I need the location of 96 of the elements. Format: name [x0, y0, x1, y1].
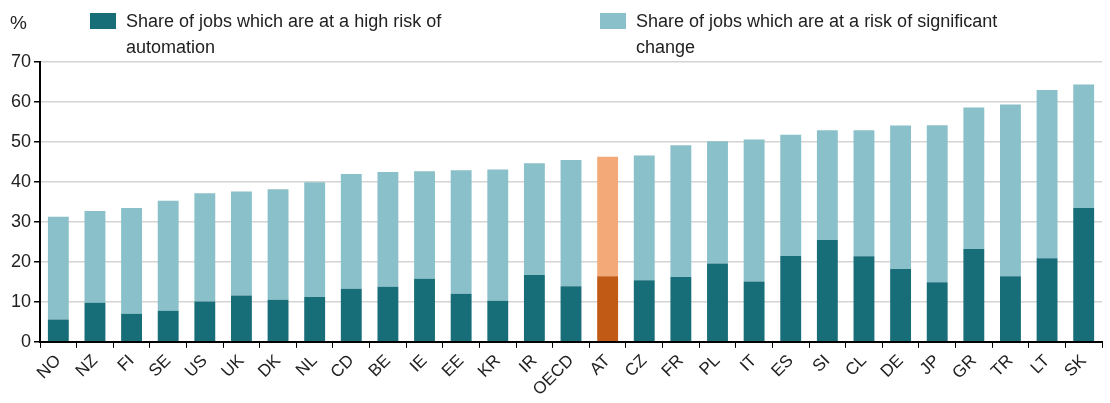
bar	[450, 293, 472, 342]
x-tick-label: SK	[1060, 350, 1091, 381]
bar	[414, 171, 435, 279]
bar	[194, 301, 216, 342]
bar	[633, 280, 655, 342]
bar	[780, 255, 802, 342]
bar	[743, 139, 765, 282]
bar	[707, 141, 728, 264]
bar	[487, 169, 509, 301]
x-tick-label: JP	[915, 350, 944, 379]
bar	[84, 211, 106, 303]
bar	[1000, 276, 1021, 342]
x-tick-label: ES	[767, 350, 797, 381]
bar	[1000, 104, 1021, 277]
y-tick-label: 50	[10, 130, 32, 151]
bar	[304, 182, 326, 298]
x-tick-label: IE	[405, 350, 431, 376]
y-axis-title: %	[10, 12, 27, 34]
x-tick-label: FI	[113, 350, 138, 375]
bar	[743, 281, 765, 342]
bar	[890, 269, 912, 342]
bar	[523, 275, 545, 342]
bar	[560, 159, 582, 287]
x-tick-label: KR	[473, 350, 504, 381]
bar	[597, 276, 619, 342]
x-tick-label: NZ	[71, 350, 102, 381]
x-tick-label: US	[180, 350, 211, 381]
y-tick-label: 70	[10, 50, 32, 71]
bar	[487, 300, 509, 342]
x-tick-label: IT	[736, 350, 761, 375]
x-tick-label: CD	[326, 350, 358, 382]
bar	[816, 130, 838, 240]
y-tick-label: 40	[10, 170, 32, 191]
bar	[194, 193, 216, 302]
bar	[1073, 84, 1095, 208]
y-tick-label: 10	[10, 290, 32, 311]
x-tick-label: SI	[808, 350, 834, 376]
bar	[670, 277, 692, 342]
bar	[853, 256, 875, 342]
x-tick-label: CZ	[620, 350, 651, 381]
bar	[963, 107, 985, 250]
bar	[231, 191, 252, 296]
bar	[414, 278, 435, 342]
y-tick-label: 0	[21, 330, 32, 351]
x-tick-label: UK	[217, 350, 249, 381]
x-tick-label: FR	[657, 350, 688, 381]
legend-label: Share of jobs which are at a risk of significant change	[636, 10, 999, 59]
x-tick-label: NL	[292, 350, 321, 380]
bar	[267, 299, 289, 342]
x-tick-label: CL	[841, 350, 871, 380]
y-tick-label: 60	[10, 90, 32, 111]
bar	[853, 130, 875, 257]
x-tick-label: DE	[876, 350, 907, 381]
y-tick-label: 20	[10, 250, 32, 271]
bar	[597, 156, 619, 277]
bar	[926, 125, 948, 283]
bar	[816, 239, 838, 342]
bar	[707, 263, 728, 342]
bar	[963, 249, 985, 342]
bar	[121, 207, 143, 314]
x-tick-label: PL	[695, 350, 724, 379]
bar	[84, 302, 106, 342]
x-tick-label: EE	[437, 350, 468, 381]
bar	[340, 173, 362, 289]
bar	[633, 155, 655, 281]
bar	[670, 145, 692, 278]
bar	[231, 295, 252, 342]
x-tick-label: GR	[948, 350, 980, 383]
bar	[1073, 207, 1095, 342]
legend-label: Share of jobs which are at a high risk of automation	[126, 10, 443, 59]
x-tick-label: BE	[364, 350, 395, 381]
x-tick-label: SE	[144, 350, 175, 381]
bar	[377, 171, 399, 287]
bar	[304, 297, 326, 342]
bar	[1036, 258, 1058, 342]
bar	[523, 163, 545, 276]
bar	[926, 282, 948, 342]
bar	[377, 286, 399, 342]
bar	[157, 310, 179, 342]
bar	[47, 319, 69, 342]
bar	[450, 170, 472, 294]
bar	[340, 288, 362, 342]
bar	[267, 189, 289, 300]
bar	[780, 134, 802, 256]
x-tick-label: NO	[33, 350, 65, 383]
bar	[157, 200, 179, 311]
bar	[47, 216, 69, 320]
x-tick-label: TR	[987, 350, 1017, 381]
bar	[560, 286, 582, 342]
bar	[890, 125, 912, 270]
bar	[121, 313, 143, 342]
x-tick-label: DK	[254, 350, 285, 381]
y-tick-label: 30	[10, 210, 32, 231]
bar	[1036, 89, 1058, 259]
x-tick-label: AT	[585, 350, 614, 379]
x-tick-label: LT	[1026, 350, 1054, 378]
